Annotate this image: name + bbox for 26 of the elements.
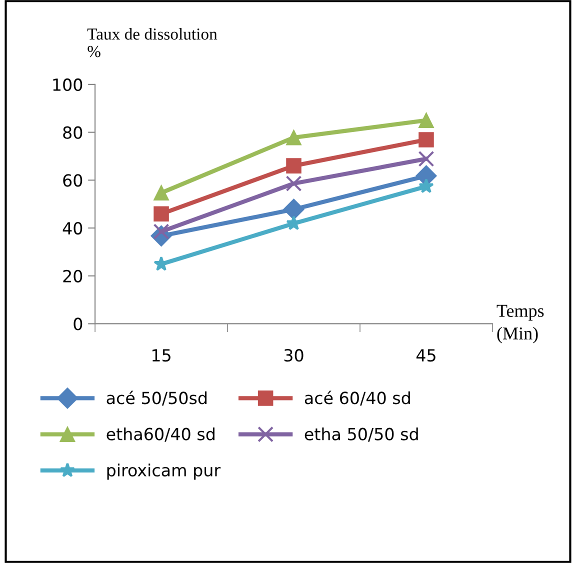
- legend-label: acé 60/40 sd: [304, 390, 410, 406]
- point: [418, 178, 434, 194]
- point: [286, 158, 302, 174]
- y-tick-label: 60: [63, 174, 82, 187]
- x-tick-label: 15: [152, 349, 170, 362]
- y-tick-label: 20: [63, 270, 82, 282]
- x-tick-label: 30: [284, 349, 304, 362]
- point: [286, 176, 302, 192]
- y-tick-label: 100: [53, 78, 82, 92]
- point: [154, 185, 169, 200]
- x-axis-title: Temps (Min): [496, 304, 544, 344]
- legend-label: acé 50/50sd: [106, 390, 207, 406]
- point: [286, 130, 302, 146]
- legend-label: etha 50/50 sd: [304, 427, 418, 442]
- y-tick-label: 80: [63, 126, 82, 139]
- x-tick-label: 45: [416, 349, 436, 362]
- point: [418, 132, 434, 148]
- point: [154, 206, 169, 222]
- point: [283, 198, 304, 220]
- y-axis-title: Taux de dissolution %: [87, 28, 218, 58]
- y-tick-label: 0: [74, 318, 82, 330]
- y-tick-label: 40: [62, 222, 82, 235]
- point: [418, 112, 434, 128]
- legend-label: etha60/40 sd: [106, 427, 214, 442]
- legend-label: piroxicam pur: [107, 464, 221, 480]
- point: [418, 150, 434, 167]
